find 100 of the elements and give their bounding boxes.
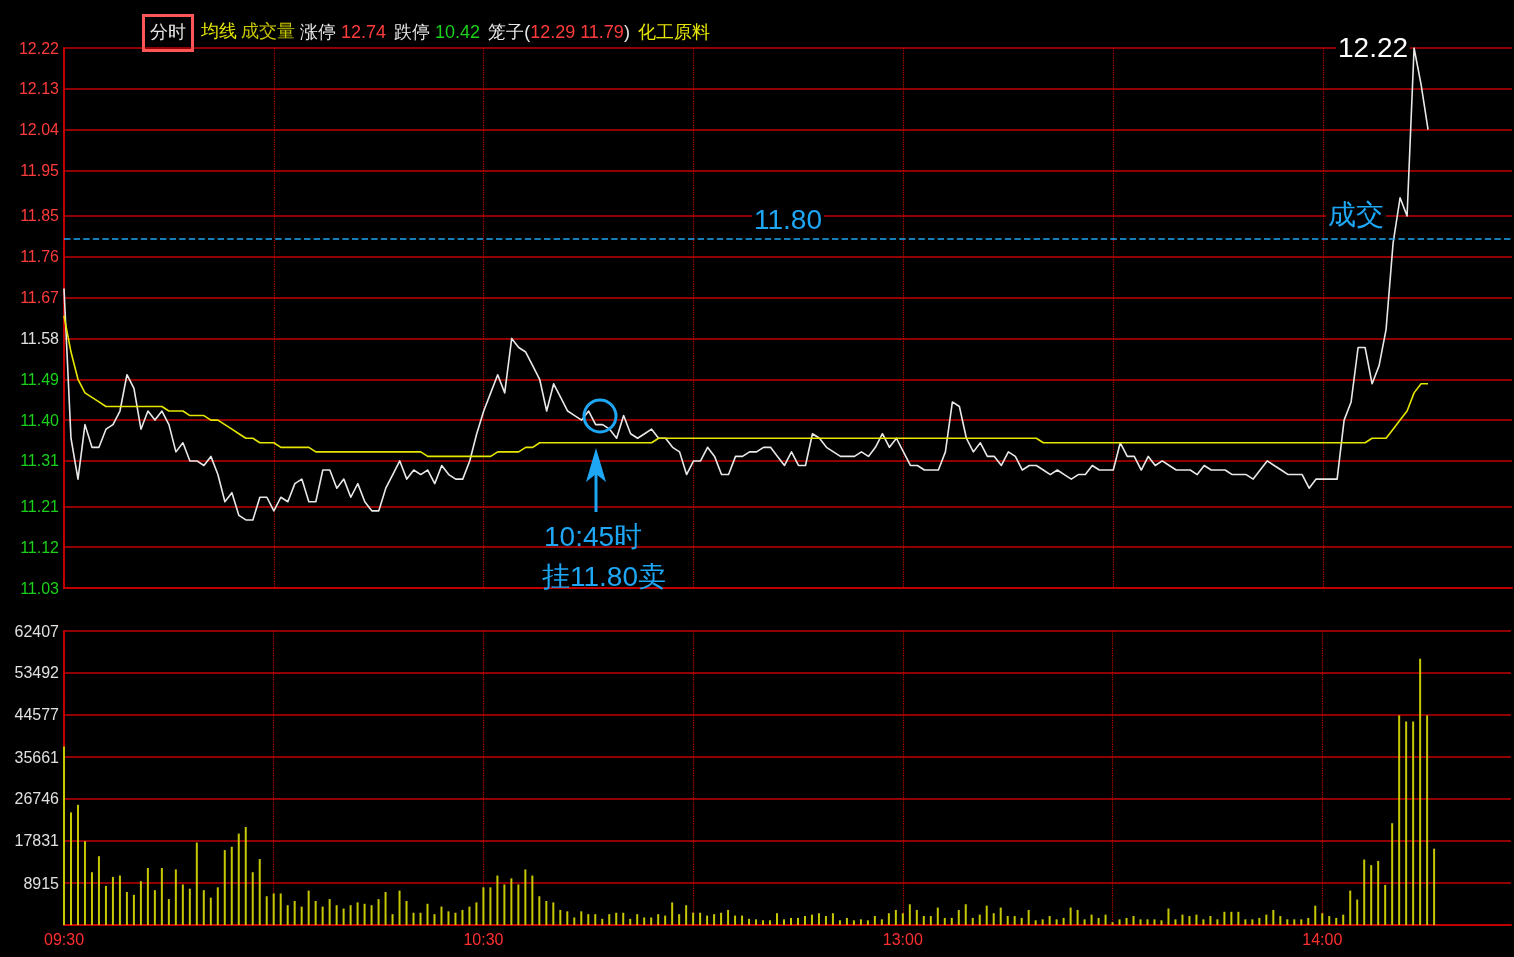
bar	[216, 887, 219, 925]
bar	[1090, 914, 1093, 925]
y-tick-label: 44577	[14, 706, 60, 724]
bar	[594, 914, 597, 925]
bar	[454, 912, 457, 925]
bar	[314, 900, 317, 925]
bar	[734, 915, 737, 925]
y-tick-label: 11.76	[20, 248, 60, 266]
bar	[559, 909, 562, 925]
bar	[615, 912, 618, 925]
bar	[83, 841, 86, 925]
bar	[1426, 715, 1429, 925]
bar	[678, 914, 681, 925]
bar	[1083, 919, 1086, 925]
line-series	[63, 314, 1429, 458]
bar	[720, 912, 723, 925]
bar	[223, 850, 226, 925]
bar	[1258, 917, 1261, 925]
bar	[251, 872, 254, 925]
x-tick-label: 13:00	[882, 930, 923, 948]
bar	[412, 912, 415, 925]
y-tick-label: 17831	[14, 832, 60, 850]
bar	[776, 913, 779, 925]
bar	[377, 899, 380, 925]
bar	[174, 869, 177, 925]
bar	[489, 887, 492, 925]
text: 化工原料	[637, 22, 710, 44]
bar	[398, 890, 401, 925]
annotation: 12.22	[1336, 31, 1411, 65]
bar	[1286, 919, 1289, 925]
bar	[1216, 919, 1219, 925]
bar	[111, 876, 114, 925]
bar	[1342, 914, 1345, 925]
bar	[1132, 916, 1135, 925]
bar	[1335, 917, 1338, 925]
bar	[118, 875, 121, 925]
bar	[1377, 860, 1380, 925]
bar	[405, 900, 408, 925]
y-tick-label: 11.03	[20, 579, 60, 597]
bar	[1307, 917, 1310, 925]
bar	[1181, 914, 1184, 925]
bar	[929, 916, 932, 925]
bar	[1013, 916, 1016, 925]
bar	[1041, 919, 1044, 925]
bar	[237, 833, 240, 925]
bar	[510, 878, 513, 925]
bar	[769, 920, 772, 925]
bar	[279, 893, 282, 925]
bar	[692, 912, 695, 925]
bar	[188, 888, 191, 925]
bar	[685, 905, 688, 925]
bar	[363, 903, 366, 925]
bar	[356, 902, 359, 925]
bar	[538, 896, 541, 925]
bar	[349, 905, 352, 925]
bar	[706, 915, 709, 925]
bar	[384, 892, 387, 925]
bar	[391, 914, 394, 925]
bar	[97, 856, 100, 925]
bar	[1027, 909, 1030, 925]
bar	[482, 887, 485, 925]
bar	[426, 903, 429, 925]
bar	[866, 920, 869, 925]
bar	[1265, 914, 1268, 925]
y-tick-label: 11.49	[20, 370, 60, 388]
bar	[1293, 919, 1296, 925]
bar	[244, 827, 247, 925]
y-tick-label: 11.67	[20, 289, 60, 307]
x-tick-label: 14:00	[1302, 930, 1343, 948]
bar	[1384, 884, 1387, 925]
y-tick-label: 11.12	[20, 538, 60, 556]
bar	[524, 869, 527, 925]
bar	[1055, 919, 1058, 925]
bar	[76, 804, 79, 925]
bar	[943, 917, 946, 925]
bar	[1188, 916, 1191, 925]
bar	[664, 915, 667, 925]
bar	[125, 892, 128, 925]
bar	[146, 868, 149, 925]
x-tick-label: 09:30	[43, 930, 85, 948]
bar	[153, 890, 156, 925]
bar	[1020, 917, 1023, 925]
bar	[985, 905, 988, 925]
bar	[1195, 914, 1198, 925]
bar	[552, 902, 555, 925]
bar	[831, 913, 834, 925]
bar	[307, 890, 310, 925]
bar	[566, 911, 569, 925]
y-tick-label: 12.22	[18, 39, 60, 57]
bar	[167, 899, 170, 925]
bar	[503, 884, 506, 925]
bar	[265, 896, 268, 925]
bar	[992, 913, 995, 925]
x-tick-label: 10:30	[463, 930, 504, 948]
text: 均线	[200, 21, 237, 41]
bar	[1202, 919, 1205, 925]
bar	[1398, 715, 1401, 925]
y-tick-label: 11.58	[20, 329, 60, 347]
bar	[1223, 911, 1226, 925]
bar	[887, 913, 890, 925]
